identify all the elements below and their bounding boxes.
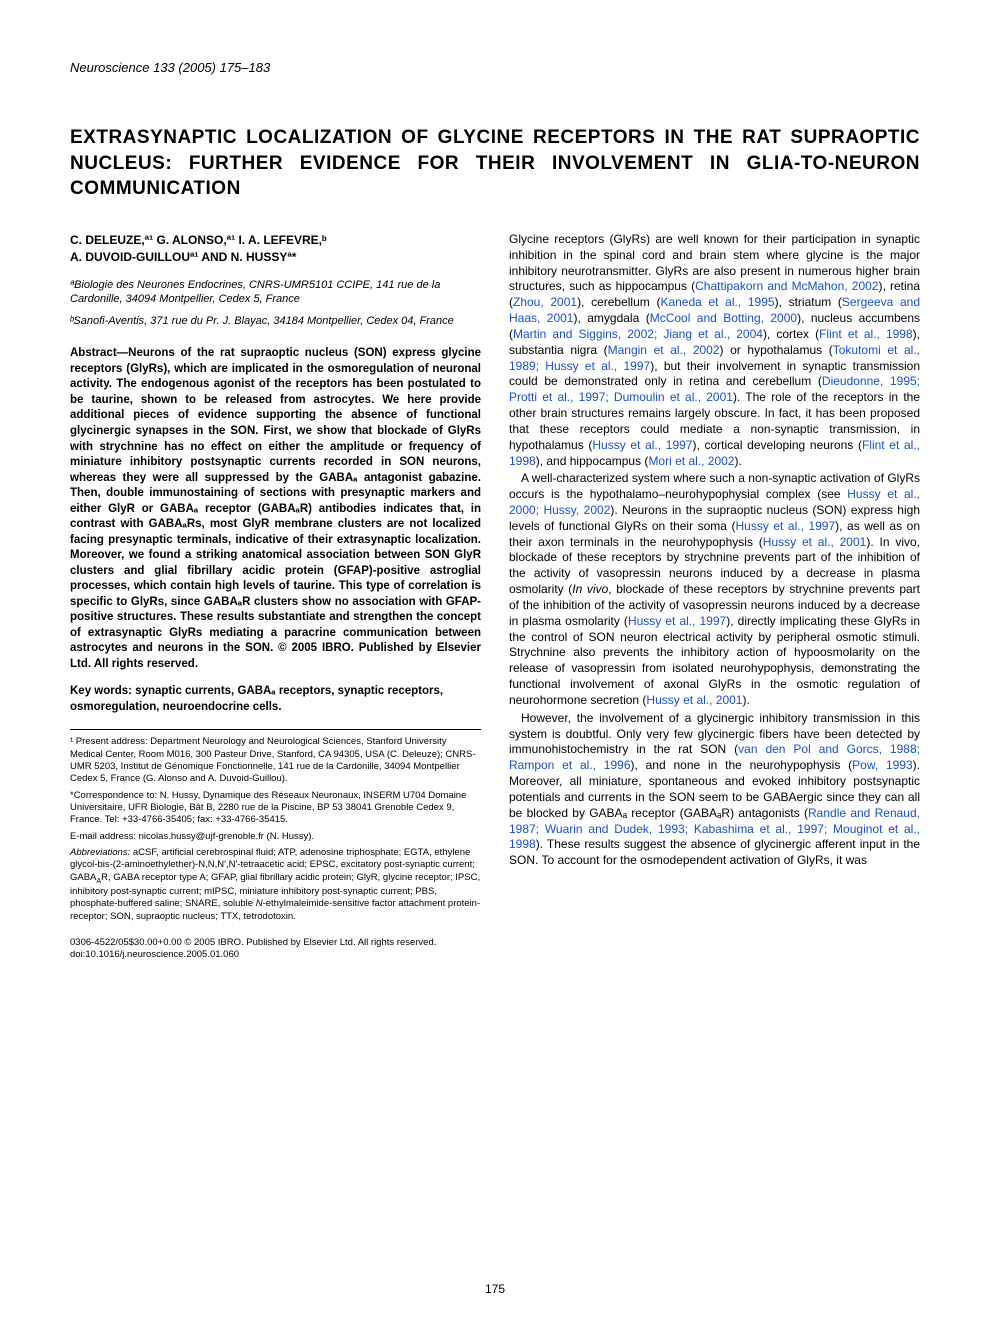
citation[interactable]: Hussy et al., 1997 — [736, 519, 836, 533]
journal-header: Neuroscience 133 (2005) 175–183 — [70, 60, 920, 75]
citation[interactable]: Kaneda et al., 1995 — [660, 295, 774, 309]
two-column-layout: C. DELEUZE,ª¹ G. ALONSO,ª¹ I. A. LEFEVRE… — [70, 232, 920, 927]
doi-line: doi:10.1016/j.neuroscience.2005.01.060 — [70, 949, 239, 960]
keywords: Key words: synaptic currents, GABAₐ rece… — [70, 684, 481, 715]
body-paragraph-1: Glycine receptors (GlyRs) are well known… — [509, 232, 920, 469]
copyright-doi-block: 0306-4522/05$30.00+0.00 © 2005 IBRO. Pub… — [70, 937, 920, 962]
citation[interactable]: Hussy et al., 2001 — [763, 535, 867, 549]
citation[interactable]: Hussy et al., 1997 — [592, 438, 692, 452]
abstract: Abstract—Neurons of the rat supraoptic n… — [70, 346, 481, 672]
page: Neuroscience 133 (2005) 175–183 EXTRASYN… — [0, 0, 990, 1320]
authors-line-1: C. DELEUZE,ª¹ G. ALONSO,ª¹ I. A. LEFEVRE… — [70, 233, 327, 247]
footnote-correspondence: *Correspondence to: N. Hussy, Dynamique … — [70, 790, 481, 827]
citation[interactable]: Hussy et al., 2001 — [646, 693, 742, 707]
footnote-abbreviations: Abbreviations: aCSF, artificial cerebros… — [70, 847, 481, 923]
body-paragraph-2: A well-characterized system where such a… — [509, 471, 920, 708]
affiliation-b: ᵇSanofi-Aventis, 371 rue du Pr. J. Blaya… — [70, 314, 481, 328]
footnote-present-address: ¹ Present address: Department Neurology … — [70, 736, 481, 785]
citation[interactable]: Flint et al., 1998 — [819, 327, 913, 341]
left-column: C. DELEUZE,ª¹ G. ALONSO,ª¹ I. A. LEFEVRE… — [70, 232, 481, 927]
citation[interactable]: Pow, 1993 — [852, 758, 913, 772]
citation[interactable]: Mori et al., 2002 — [648, 454, 734, 468]
body-paragraph-3: However, the involvement of a glycinergi… — [509, 711, 920, 869]
in-vivo-italic: In vivo — [572, 582, 608, 596]
footnote-email: E-mail address: nicolas.hussy@ujf-grenob… — [70, 831, 481, 843]
citation[interactable]: Chattipakorn and McMahon, 2002 — [695, 279, 878, 293]
citation[interactable]: Mangin et al., 2002 — [608, 343, 720, 357]
right-column: Glycine receptors (GlyRs) are well known… — [509, 232, 920, 927]
authors-line-2: A. DUVOID-GUILLOUª¹ AND N. HUSSYª* — [70, 250, 296, 264]
citation[interactable]: McCool and Botting, 2000 — [650, 311, 797, 325]
affiliation-a: ªBiologie des Neurones Endocrines, CNRS-… — [70, 278, 481, 307]
article-title: EXTRASYNAPTIC LOCALIZATION OF GLYCINE RE… — [70, 125, 920, 202]
citation[interactable]: Zhou, 2001 — [513, 295, 577, 309]
footnotes-block: ¹ Present address: Department Neurology … — [70, 729, 481, 923]
abbrev-label: Abbreviations: — [70, 847, 130, 858]
abbrev-text: aCSF, artificial cerebrospinal fluid; AT… — [70, 847, 480, 922]
citation[interactable]: Hussy et al., 1997 — [628, 614, 726, 628]
author-list: C. DELEUZE,ª¹ G. ALONSO,ª¹ I. A. LEFEVRE… — [70, 232, 481, 266]
page-number: 175 — [485, 1282, 505, 1296]
citation[interactable]: Martin and Siggins, 2002; Jiang et al., … — [513, 327, 763, 341]
copyright-line: 0306-4522/05$30.00+0.00 © 2005 IBRO. Pub… — [70, 937, 436, 948]
body-text: Glycine receptors (GlyRs) are well known… — [509, 232, 920, 869]
